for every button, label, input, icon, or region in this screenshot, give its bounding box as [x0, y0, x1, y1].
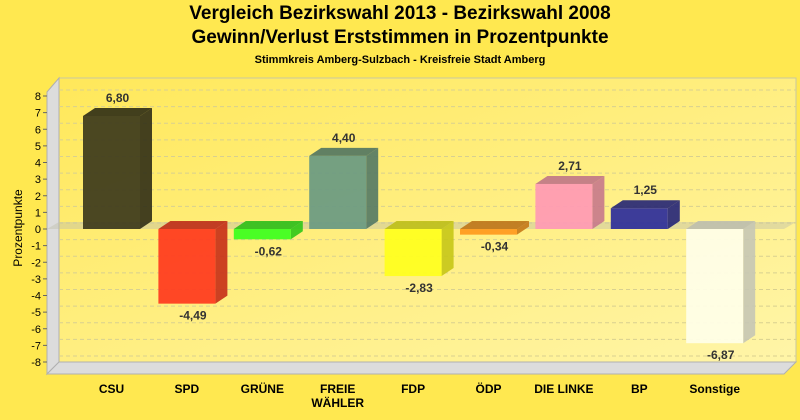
- bar-top: [309, 147, 379, 156]
- y-tick-label: 0: [35, 224, 41, 236]
- bar-side: [743, 221, 756, 344]
- x-tick-label: BP: [631, 382, 648, 396]
- y-tick-label: 7: [35, 108, 41, 120]
- y-tick-label: 1: [35, 207, 41, 219]
- x-tick-label: WÄHLER: [311, 395, 364, 410]
- data-label: -2,83: [405, 281, 433, 295]
- y-tick-label: -4: [31, 291, 41, 303]
- bar-top: [535, 175, 605, 184]
- y-axis-label: Prozentpunkte: [11, 189, 25, 267]
- data-label: -0,62: [255, 244, 283, 258]
- bar: [610, 208, 668, 229]
- y-tick-label: 2: [35, 191, 41, 203]
- y-tick-label: -3: [31, 274, 41, 286]
- data-label: 4,40: [332, 131, 356, 145]
- bar-side: [441, 221, 454, 277]
- x-tick-label: DIE LINKE: [534, 382, 593, 396]
- y-tick-label: 8: [35, 91, 41, 103]
- bar-top: [686, 221, 756, 229]
- plot-floor: [45, 361, 798, 375]
- bar-side: [592, 175, 605, 229]
- data-label: 1,25: [634, 183, 658, 197]
- chart-title: Vergleich Bezirkswahl 2013 - Bezirkswahl…: [189, 3, 611, 24]
- bar-top: [233, 221, 303, 229]
- bar: [158, 229, 216, 304]
- bar-top: [158, 221, 228, 229]
- bar-side: [290, 221, 303, 240]
- data-label: 2,71: [558, 159, 582, 173]
- bar-top: [610, 200, 680, 209]
- bar: [460, 229, 517, 235]
- data-label: 6,80: [106, 91, 130, 105]
- x-tick-label: Sonstige: [689, 382, 740, 396]
- x-tick-label: FREIE: [320, 382, 355, 396]
- bar-side: [366, 147, 379, 229]
- y-tick-label: -5: [31, 307, 41, 319]
- x-tick-label: ÖDP: [475, 381, 501, 396]
- y-tick-label: -6: [31, 324, 41, 336]
- bar: [83, 115, 140, 229]
- y-tick-label: -8: [31, 357, 41, 369]
- x-tick-label: CSU: [99, 382, 124, 396]
- y-tick-label: -2: [31, 257, 41, 269]
- bar-side: [517, 221, 529, 235]
- chart-subtitle: Gewinn/Verlust Erststimmen in Prozentpun…: [191, 27, 609, 48]
- y-tick-label: 6: [35, 124, 41, 136]
- y-tick-label: 5: [35, 141, 41, 153]
- y-tick-label: -1: [31, 241, 41, 253]
- bar-side: [140, 107, 152, 229]
- bar: [233, 229, 291, 240]
- y-tick-label: 3: [35, 174, 41, 186]
- bar: [686, 229, 744, 344]
- y-tick-label: 4: [35, 158, 41, 170]
- x-tick-label: SPD: [175, 382, 200, 396]
- bar-top: [83, 107, 152, 116]
- bar: [309, 155, 367, 229]
- bar-side: [667, 200, 680, 229]
- bar: [384, 229, 442, 277]
- y-tick-label: -7: [31, 340, 41, 352]
- bar-top: [384, 221, 454, 229]
- chart-subtitle-2: Stimmkreis Amberg-Sulzbach - Kreisfreie …: [254, 54, 546, 66]
- plot-back-wall: [58, 77, 797, 363]
- bar-side: [215, 221, 228, 304]
- data-label: -6,87: [707, 348, 735, 362]
- data-label: -0,34: [481, 240, 509, 254]
- bar: [535, 183, 593, 229]
- x-tick-label: GRÜNE: [241, 381, 284, 396]
- data-label: -4,49: [179, 309, 207, 323]
- x-tick-label: FDP: [401, 382, 425, 396]
- bar-top: [460, 221, 529, 229]
